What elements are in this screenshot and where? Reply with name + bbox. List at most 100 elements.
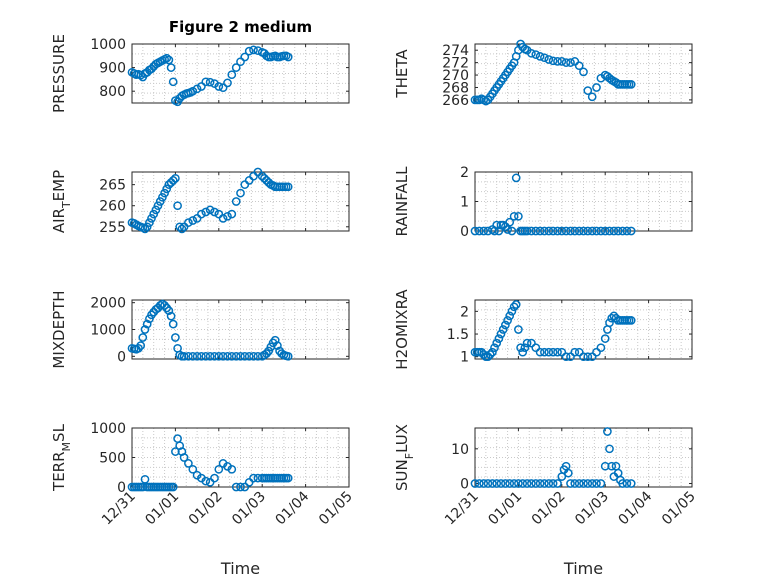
data-point: [531, 226, 541, 236]
data-point: [227, 464, 237, 474]
data-point: [501, 320, 510, 330]
data-point: [540, 479, 549, 488]
data-point: [479, 226, 489, 236]
data-point: [179, 453, 189, 462]
data-point: [626, 316, 636, 325]
data-point: [210, 473, 219, 483]
data-point: [583, 352, 593, 362]
data-point: [160, 188, 169, 198]
data-point: [566, 226, 575, 236]
data-point: [540, 53, 549, 63]
data-point: [600, 226, 610, 236]
data-point: [188, 216, 198, 225]
data-point: [184, 218, 193, 227]
data-point: [214, 209, 224, 219]
axes-box: [474, 43, 693, 104]
y-tick-label: 0: [460, 224, 469, 240]
data-point: [210, 207, 219, 217]
data-point: [622, 479, 632, 488]
data-point: [596, 343, 606, 353]
y-axis-label: SUNFLUX: [393, 424, 416, 491]
data-point: [514, 211, 523, 221]
data-point: [249, 473, 258, 483]
data-point: [244, 46, 254, 56]
axes-box: [131, 171, 350, 232]
data-point: [509, 211, 519, 221]
data-point: [483, 479, 493, 488]
data-point: [223, 78, 232, 88]
y-tick-label: 1.5: [447, 327, 469, 343]
data-point: [553, 226, 562, 236]
y-tick-label: 1000: [90, 421, 126, 437]
data-point: [496, 329, 506, 339]
data-point: [151, 205, 161, 215]
data-point: [236, 482, 245, 492]
data-point: [138, 333, 148, 342]
data-point: [223, 211, 232, 221]
data-point: [283, 473, 293, 483]
y-tick-label: 1: [460, 350, 469, 366]
data-point: [236, 57, 245, 67]
data-point: [162, 53, 172, 63]
data-point: [205, 77, 215, 87]
data-point: [548, 56, 558, 66]
data-point: [514, 325, 523, 334]
data-point: [201, 351, 211, 361]
data-point: [153, 201, 163, 211]
y-axis-label: TERRMSL: [50, 423, 73, 492]
data-point: [214, 464, 224, 474]
y-axis-label: AIRTEMP: [50, 170, 73, 233]
data-point: [492, 338, 502, 348]
y-tick-label: 1000: [90, 323, 126, 339]
y-tick-label: 500: [99, 451, 126, 467]
subplot-pressure: 800 900 1000 PRESSURE Figure 2 medium: [50, 18, 350, 113]
data-point: [197, 209, 206, 219]
data-point: [527, 48, 536, 58]
data-point: [505, 311, 515, 321]
data-point: [283, 52, 293, 62]
data-point: [175, 222, 185, 232]
data-point: [531, 479, 541, 488]
data-point: [283, 182, 293, 192]
y-tick-label: 268: [442, 80, 469, 96]
data-point: [474, 479, 484, 488]
y-axis-label: MIXDEPTH: [50, 290, 68, 368]
subplot-air_temp: 255 260 265 AIRTEMP: [50, 167, 350, 236]
data-point: [609, 311, 619, 321]
y-axis-label: RAINFALL: [393, 166, 411, 237]
axes-box: [131, 43, 350, 104]
data-point: [273, 341, 282, 350]
data-point: [142, 319, 152, 329]
data-point: [501, 479, 510, 488]
data-point: [173, 201, 182, 211]
data-point: [168, 482, 178, 492]
data-point: [566, 352, 575, 362]
data-point: [201, 77, 211, 87]
y-tick-label: 266: [442, 93, 469, 109]
data-point: [227, 209, 237, 219]
data-point: [579, 67, 588, 77]
data-point: [168, 176, 178, 185]
data-point: [527, 479, 536, 488]
data-point: [587, 226, 597, 236]
data-point: [166, 63, 176, 72]
data-point: [283, 351, 293, 361]
data-point: [544, 55, 554, 64]
data-point: [214, 351, 224, 361]
subplot-h2omixra: 1 1.5 2 H2OMIXRA: [393, 289, 693, 370]
data-point: [548, 226, 558, 236]
data-point: [171, 333, 180, 342]
y-tick-label: 270: [442, 68, 469, 84]
data-point: [188, 464, 198, 474]
data-point: [236, 188, 245, 198]
data-point: [605, 226, 614, 236]
data-point: [140, 224, 150, 234]
data-point: [574, 347, 584, 357]
data-point: [587, 352, 597, 362]
data-point: [147, 214, 156, 223]
data-point: [240, 482, 250, 492]
chart-title: Figure 2 medium: [169, 18, 312, 36]
data-point: [622, 226, 632, 236]
data-point: [197, 351, 206, 361]
